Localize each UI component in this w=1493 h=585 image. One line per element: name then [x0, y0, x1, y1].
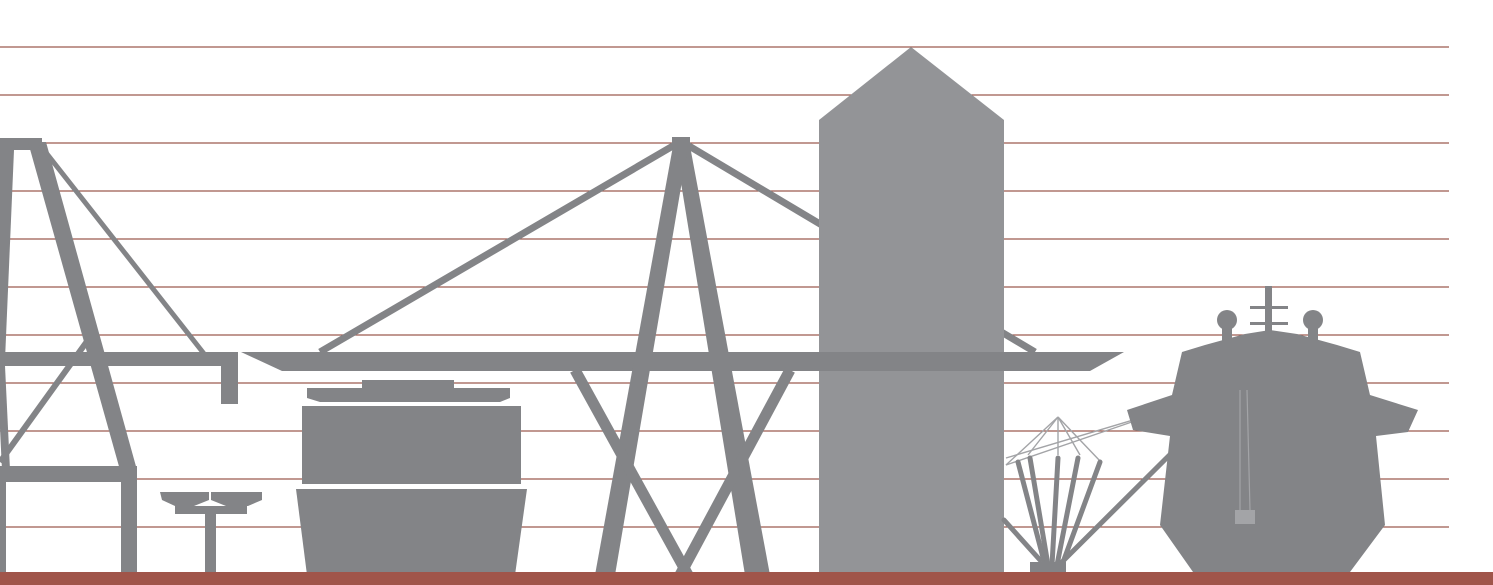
harbor-crane-icon [0, 138, 238, 575]
ground-bar [0, 572, 1493, 585]
container-ship-hull-icon [296, 380, 527, 575]
mooring-rig-icon [1001, 379, 1246, 575]
bollard-icon [160, 492, 262, 575]
grain-silo-icon [819, 47, 1004, 575]
ship-bow-icon [1127, 286, 1418, 572]
